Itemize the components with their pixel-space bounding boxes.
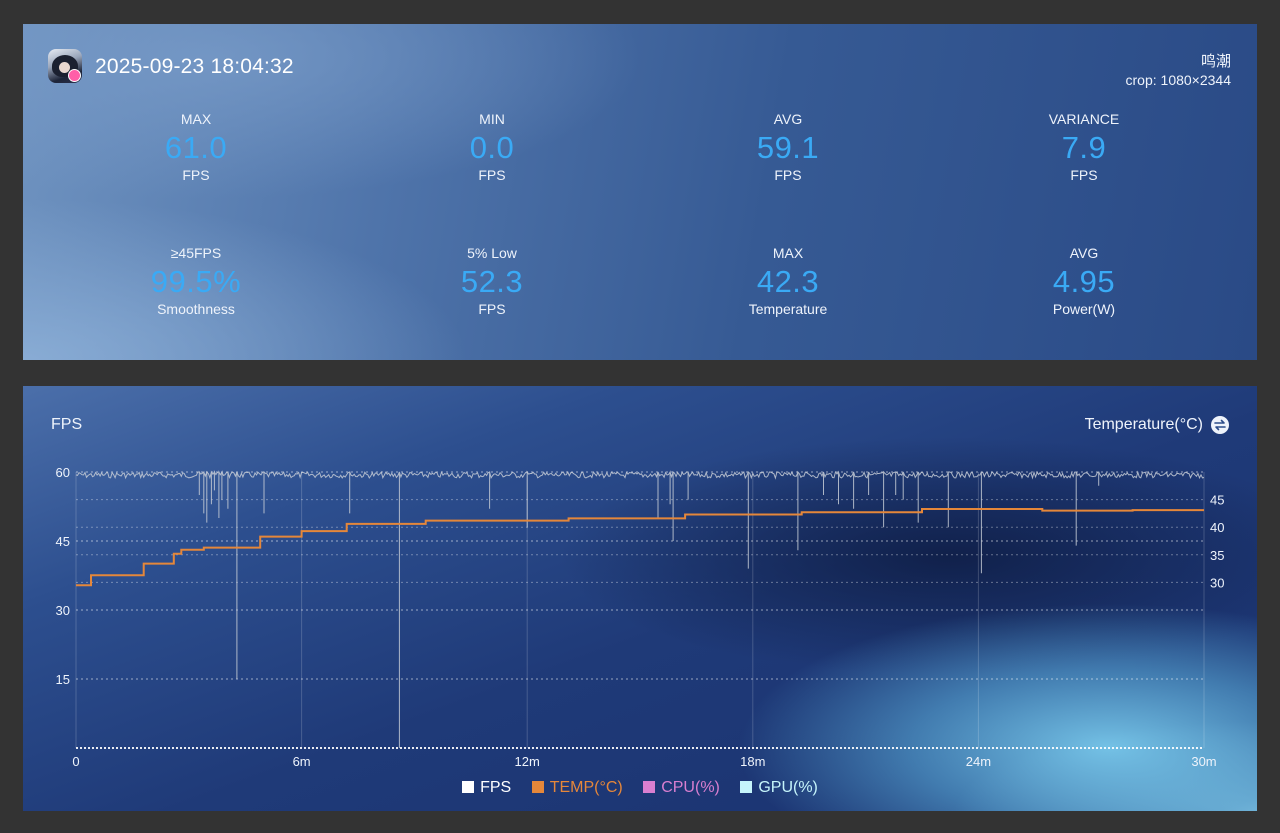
stat-label: 5% Low	[467, 245, 517, 261]
y-left-tick-label: 30	[56, 603, 70, 618]
stat-label: MIN	[479, 111, 505, 127]
stat-label: ≥45FPS	[170, 245, 222, 261]
chart-legend: FPS TEMP(°C) CPU(%) GPU(%)	[23, 779, 1257, 797]
legend-item-gpu[interactable]: GPU(%)	[740, 779, 818, 797]
game-name: 鸣潮	[1200, 53, 1231, 70]
stat-value: 59.1	[756, 130, 820, 165]
stat-unit: FPS	[1070, 167, 1098, 183]
legend-swatch-gpu	[740, 781, 753, 793]
legend-swatch-temp	[531, 781, 544, 793]
y-right-tick-label: 45	[1210, 493, 1224, 508]
legend-swatch-fps	[462, 781, 475, 793]
stat-unit: Smoothness	[157, 301, 235, 317]
x-tick-label: 0	[72, 754, 79, 769]
chart-right-axis-title: Temperature(°C)	[1084, 416, 1203, 433]
chart-left-axis-title: FPS	[51, 416, 83, 433]
stat-unit: FPS	[774, 167, 802, 183]
stat-value: 0.0	[469, 130, 515, 165]
x-tick-label: 24m	[966, 754, 991, 769]
legend-label: TEMP(°C)	[549, 779, 623, 796]
stat-max-fps: MAX 61.0 FPS	[76, 111, 316, 183]
chart-panel: FPS Temperature(°C) 60 45 30 15 45 40 35 30 0 6m 1…	[23, 386, 1257, 811]
stat-label: MAX	[180, 111, 212, 127]
stat-variance: VARIANCE 7.9 FPS	[964, 111, 1204, 183]
stats-panel: 2025-09-23 18:04:32 鸣潮 crop: 1080×2344 M…	[23, 24, 1257, 360]
stat-unit: FPS	[478, 167, 506, 183]
stat-smoothness: ≥45FPS 99.5% Smoothness	[76, 245, 316, 317]
swap-axis-icon[interactable]	[1211, 416, 1229, 434]
y-left-tick-label: 15	[56, 672, 70, 687]
session-datetime: 2025-09-23 18:04:32	[95, 55, 294, 78]
crop-info: crop: 1080×2344	[1125, 72, 1231, 88]
stat-5pct-low: 5% Low 52.3 FPS	[372, 245, 612, 317]
stat-avg-power: AVG 4.95 Power(W)	[964, 245, 1204, 317]
y-right-tick-label: 30	[1210, 575, 1224, 590]
stat-label: AVG	[1069, 245, 1099, 261]
stat-avg-fps: AVG 59.1 FPS	[668, 111, 908, 183]
stat-value: 52.3	[460, 264, 524, 299]
stat-label: VARIANCE	[1048, 111, 1120, 127]
y-left-tick-label: 60	[56, 465, 70, 480]
x-tick-label: 30m	[1191, 754, 1216, 769]
x-tick-label: 18m	[740, 754, 765, 769]
stat-value: 42.3	[756, 264, 820, 299]
y-left-tick-label: 45	[56, 534, 70, 549]
stat-unit: Temperature	[748, 301, 828, 317]
fps-temperature-chart: 60 45 30 15 45 40 35 30 0 6m 12m 18m 24m 30m	[56, 465, 1225, 769]
stat-value: 61.0	[164, 130, 228, 165]
y-right-tick-label: 35	[1210, 548, 1224, 563]
stat-unit: FPS	[182, 167, 210, 183]
stat-min-fps: MIN 0.0 FPS	[372, 111, 612, 183]
stat-unit: FPS	[478, 301, 506, 317]
x-tick-label: 12m	[515, 754, 540, 769]
stat-label: MAX	[772, 245, 804, 261]
legend-item-fps[interactable]: FPS	[462, 779, 511, 797]
legend-item-cpu[interactable]: CPU(%)	[643, 779, 720, 797]
game-avatar-icon	[48, 49, 82, 83]
stat-unit: Power(W)	[1052, 301, 1116, 317]
temperature-series-line	[76, 508, 1204, 587]
y-right-tick-label: 40	[1210, 520, 1224, 535]
stat-value: 7.9	[1061, 130, 1107, 165]
legend-label: CPU(%)	[661, 779, 720, 796]
x-tick-label: 6m	[293, 754, 311, 769]
legend-item-temp[interactable]: TEMP(°C)	[531, 779, 623, 797]
legend-label: GPU(%)	[758, 779, 818, 796]
legend-swatch-cpu	[643, 781, 656, 793]
stat-max-temperature: MAX 42.3 Temperature	[668, 245, 908, 317]
stat-value: 99.5%	[150, 264, 242, 299]
legend-label: FPS	[480, 779, 512, 796]
fps-series-line	[75, 470, 1205, 748]
stat-label: AVG	[773, 111, 803, 127]
stat-value: 4.95	[1052, 264, 1116, 299]
